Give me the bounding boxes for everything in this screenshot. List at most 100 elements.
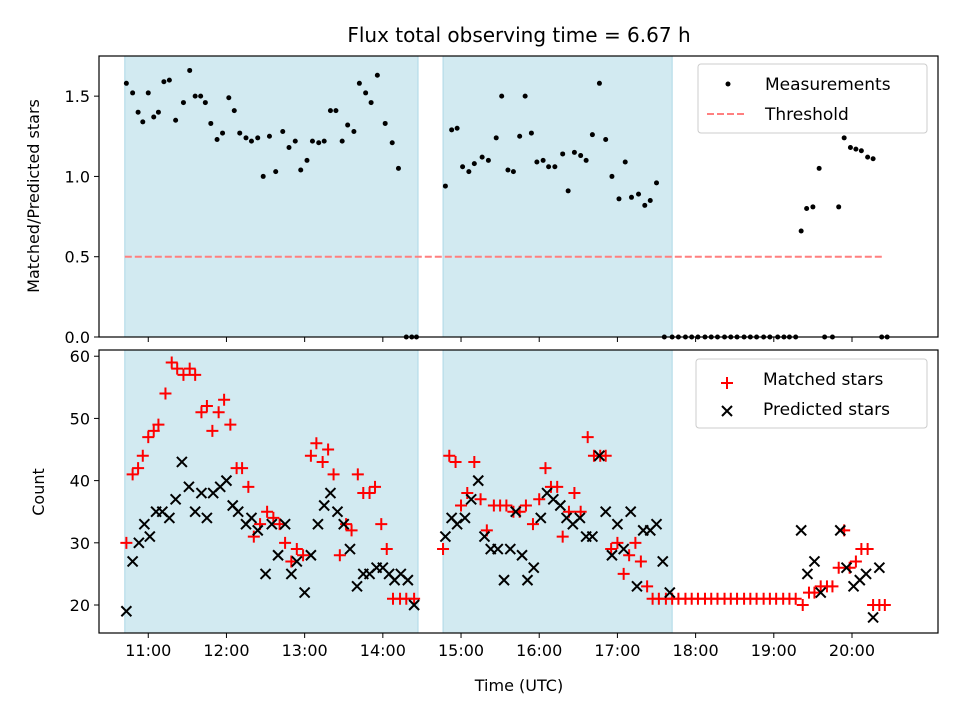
matched-star-point [236,462,249,475]
matched-star-point [136,449,149,462]
measurement-point [389,140,395,146]
matched-star-point [408,592,421,605]
measurement-point [135,109,141,115]
measurement-point [166,77,172,83]
predicted-star-point [801,568,814,580]
matched-star-point [200,399,213,412]
measurement-point [493,135,499,141]
matched-star-point [519,499,532,512]
matched-star-point [574,505,587,518]
measurement-point [540,157,546,163]
predicted-star-point [554,499,567,512]
matched-star-point [568,487,581,500]
count-panel: 11:00 12:00 13:00 14:00 15:00 16:00 17:00 18:00… [29,347,939,695]
predicted-star-point [478,530,491,543]
measurement-point [485,157,491,163]
matched-star-point [189,368,202,381]
x-tick-label: 19:00 [751,641,797,660]
predicted-star-point [144,530,156,543]
measurement-point [603,136,609,142]
predicted-star-point [504,543,516,555]
x-tick-label: 11:00 [125,641,171,660]
matched-star-point [468,455,481,468]
measurement-point [560,151,566,157]
predicted-star-point [138,518,151,530]
matched-star-point [556,530,569,543]
x-tick-label: 14:00 [360,641,406,660]
predicted-star-point [611,518,624,530]
predicted-star-point [201,512,213,524]
measurement-point [237,130,243,136]
measurement-point [140,119,146,125]
measurement-point [286,145,292,151]
measurement-point [454,125,460,131]
predicted-star-point [599,506,612,518]
measurement-point [123,80,129,86]
matched-star-point [120,536,133,549]
measurement-point [836,204,842,210]
measurement-point [847,145,853,151]
predicted-star-point [840,561,853,574]
predicted-star-point [510,506,522,518]
measurement-point [571,149,577,155]
predicted-star-point [351,580,363,593]
y-tick-label: 60 [70,347,90,366]
measurement-point [248,138,254,144]
y-tick-label: 30 [70,534,90,553]
predicted-star-point [795,524,807,537]
predicted-star-point [338,518,350,530]
measurement-point [304,157,310,163]
matched-star-point [147,424,160,437]
matched-star-point [297,549,310,562]
predicted-star-point [402,574,414,586]
measurement-point [471,161,477,167]
matched-star-point [826,580,839,593]
predicted-star-point [465,493,477,505]
measurement-point [798,228,804,234]
predicted-star-point [176,456,188,468]
predicted-star-point [272,549,284,561]
predicted-star-point [593,450,606,462]
measurement-point [546,164,552,170]
observing-window-2 [442,55,673,338]
predicted-star-point [232,506,244,518]
matched-star-point [333,549,346,562]
measurement-points [123,67,890,340]
measurement-point [273,169,279,175]
predicted-star-point [126,555,139,568]
measurement-point [345,122,351,128]
matched-star-point [789,592,802,605]
observing-windows-lower [124,349,673,634]
matched-star-point [224,418,237,431]
measurement-point [155,109,161,115]
matched-star-point [539,462,552,475]
predicted-star-point [331,506,344,518]
measurement-point [499,93,505,99]
count-x-axis: 11:00 12:00 13:00 14:00 15:00 16:00 17:00 18:00… [125,633,875,660]
predicted-star-point [252,524,264,537]
predicted-star-point [285,568,298,580]
predicted-star-point [657,555,669,568]
measurement-point [192,93,198,99]
measurement-point [187,67,193,73]
matched-star-point [218,393,231,406]
matched-star-point [375,518,388,531]
matched-star-point [611,536,624,549]
x-tick-label: 16:00 [516,641,562,660]
measurement-point [528,130,534,136]
predicted-star-point [408,599,420,611]
measurement-point [339,138,345,144]
matched-star-point [279,536,292,549]
predicted-star-point [516,549,528,561]
legend-marker-measurements [725,81,731,87]
predicted-star-point [279,518,291,530]
measurement-point [231,108,237,114]
count-legend: Matched stars Predicted stars [695,358,928,429]
measurement-point [460,164,466,170]
measurement-point [442,183,448,189]
matched-star-point [316,455,329,468]
ratio-panel: 0.0 0.5 1.0 1.5 Matched/Predicted stars Mea… [24,55,939,347]
measurement-point [841,135,847,141]
measurement-point [214,136,220,142]
